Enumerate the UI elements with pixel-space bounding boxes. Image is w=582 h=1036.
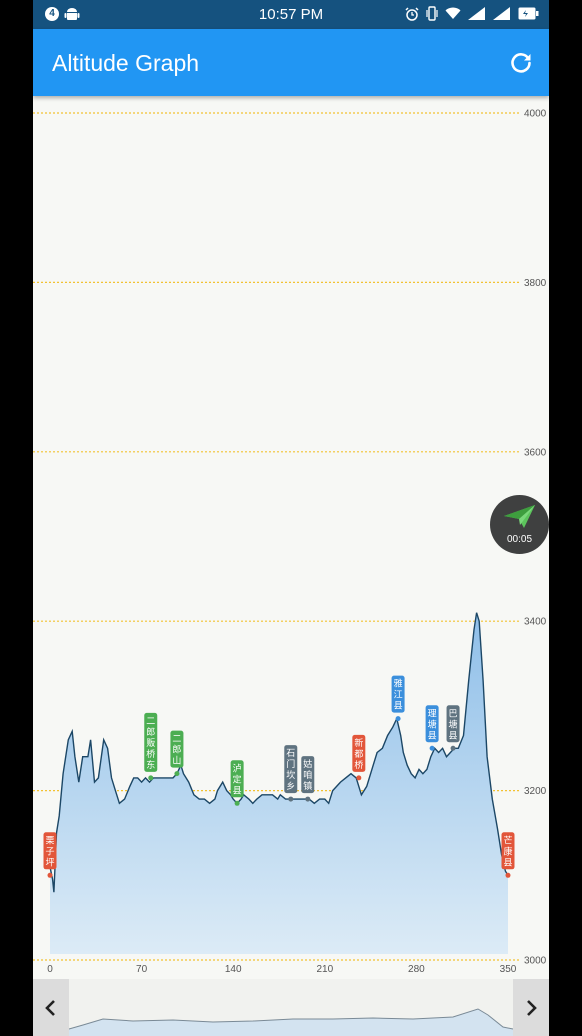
place-marker[interactable]: 姑咱镇 [301,756,315,802]
place-label-bg [170,730,184,768]
scroll-left-button[interactable] [33,979,69,1036]
place-label-bg [425,705,439,743]
y-tick-label: 3600 [524,447,547,458]
fab-timer: 00:05 [506,534,533,545]
place-label-bg [144,712,158,772]
y-tick-label: 4000 [524,109,547,120]
place-label: 姑咱镇 [303,758,312,792]
x-tick-label: 280 [408,964,425,975]
place-marker[interactable]: 雅江县 [391,675,405,722]
place-label-bg [284,745,298,794]
place-label: 二郎贩桥东 [146,717,155,771]
place-marker[interactable]: 新都桥 [352,734,366,781]
refresh-icon[interactable] [508,50,534,76]
place-marker[interactable]: 理塘县 [425,705,439,751]
x-tick-label: 210 [316,964,333,975]
place-marker[interactable]: 栗子坪 [43,832,57,878]
place-label: 栗子坪 [45,835,54,868]
place-marker[interactable]: 二郎山 [170,730,184,777]
scroll-right-button[interactable] [513,979,549,1036]
app-bar: Altitude Graph [33,29,549,96]
chevron-right-icon [527,1000,537,1016]
wifi-icon [445,7,461,19]
place-marker[interactable]: 石门坎乡 [284,745,298,802]
app-screen: 4 10:57 PM [33,0,549,1036]
place-label: 新都桥 [354,737,363,771]
place-marker[interactable]: 芒康县 [501,832,515,878]
place-marker[interactable]: 巴塘县 [446,705,460,751]
y-tick-label: 3200 [524,786,547,797]
status-icons [405,6,539,21]
place-label: 石门坎乡 [286,749,295,792]
x-tick-label: 350 [500,964,517,975]
battery-icon [518,7,539,20]
overview-sparkline [68,1008,514,1036]
chevron-left-icon [45,1000,55,1016]
signal-icon [468,7,485,20]
place-label: 巴塘县 [449,708,458,741]
place-label-bg [43,832,57,870]
x-tick-label: 0 [47,964,53,975]
vibrate-icon [426,6,438,21]
place-label-bg [301,756,315,794]
x-tick-label: 70 [136,964,148,975]
place-label-bg [391,675,405,713]
signal-icon-secondary [493,7,510,20]
place-marker[interactable]: 二郎贩桥东 [144,712,158,781]
place-label-bg [230,760,244,798]
altitude-line [49,612,509,893]
record-fab[interactable]: 00:05 [490,495,549,554]
place-label-bg [352,734,366,772]
paper-plane-icon [504,505,535,528]
status-time: 10:57 PM [258,6,324,23]
altitude-area [50,612,508,954]
place-label: 泸定县 [233,763,242,796]
place-label-bg [446,705,460,743]
android-icon [64,8,80,20]
place-label: 芒康县 [503,834,512,868]
y-tick-label: 3400 [524,617,547,628]
place-label: 雅江县 [394,678,403,712]
status-bar: 4 10:57 PM [33,0,549,29]
x-tick-label: 140 [225,964,242,975]
notification-count-badge: 4 [45,7,59,21]
place-label: 二郎山 [172,735,181,767]
app-title: Altitude Graph [52,50,200,76]
y-tick-label: 3800 [524,278,547,289]
place-marker[interactable]: 泸定县 [230,760,244,806]
place-label-bg [501,832,515,870]
y-tick-label: 3000 [524,956,547,967]
alarm-icon [405,6,419,21]
range-scroller[interactable] [33,979,549,1036]
place-label: 理塘县 [428,708,437,741]
